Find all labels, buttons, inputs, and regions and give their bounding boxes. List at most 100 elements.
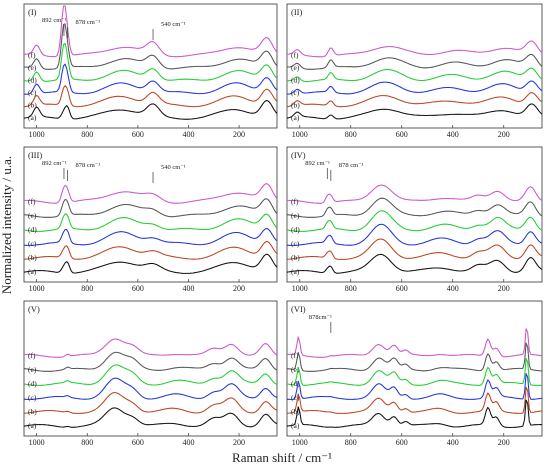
x-tick-label: 400 <box>182 130 194 139</box>
x-tick-label: 200 <box>233 438 245 447</box>
series-label: (d) <box>28 225 37 234</box>
spectrum-trace-c <box>23 63 278 95</box>
x-tick-label: 800 <box>345 284 357 293</box>
panel-frame <box>286 300 543 437</box>
panel-6: (VI) 1000 800 600 400 200 (f) (e) (d) (c) (b) (a) 87… <box>286 300 543 447</box>
x-tick-label: 600 <box>132 438 144 447</box>
series-label: (a) <box>28 267 37 276</box>
spectrum-trace-c <box>23 228 278 246</box>
x-tick-label: 400 <box>182 438 194 447</box>
series-label: (b) <box>28 253 37 262</box>
series-label: (b) <box>291 101 300 110</box>
series-label: (f) <box>28 51 36 60</box>
series-label: (a) <box>291 421 300 430</box>
series-label: (c) <box>291 88 300 97</box>
spectrum-trace-e <box>23 351 278 372</box>
spectrum-trace-a <box>286 103 543 120</box>
panel-4: (IV) 1000 800 600 400 200 (f) (e) (d) (c) (b) (a) 89… <box>286 146 543 293</box>
spectrum-trace-d <box>286 357 542 386</box>
spectrum-trace-d <box>23 42 278 82</box>
series-label: (c) <box>291 393 300 402</box>
peak-annotation: 540 cm⁻¹ <box>161 21 186 28</box>
x-tick-label: 1000 <box>292 130 308 139</box>
x-tick-label: 600 <box>132 130 144 139</box>
series-label: (a) <box>28 113 37 122</box>
x-tick-label: 600 <box>396 438 408 447</box>
x-tick-label: 1000 <box>29 284 45 293</box>
x-tick-label: 800 <box>81 284 93 293</box>
spectrum-trace-b <box>23 241 278 260</box>
peak-annotation: 878cm⁻¹ <box>309 314 332 321</box>
series-label: (c) <box>291 239 300 248</box>
spectrum-trace-c <box>23 377 278 400</box>
series-label: (b) <box>28 407 37 416</box>
series-label: (d) <box>291 379 300 388</box>
x-tick-label: 200 <box>498 130 510 139</box>
spectrum-trace-f <box>286 328 543 358</box>
spectrum-trace-b <box>286 238 543 260</box>
spectrum-trace-a <box>23 253 278 274</box>
spectrum-trace-a <box>286 399 543 429</box>
peak-annotation: 892 cm⁻¹ <box>42 160 67 167</box>
spectrum-trace-d <box>286 67 543 83</box>
x-tick-label: 400 <box>447 130 459 139</box>
spectrum-trace-e <box>23 23 278 70</box>
x-tick-label: 800 <box>81 438 93 447</box>
panel-1: (I) 1000 800 600 400 200 (f) (e) (d) (c) (b) (a) 892… <box>23 3 278 139</box>
x-tick-label: 200 <box>498 284 510 293</box>
series-label: (f) <box>291 51 299 60</box>
series-label: (a) <box>28 421 37 430</box>
spectrum-trace-d <box>23 213 278 232</box>
x-tick-label: 800 <box>81 130 93 139</box>
spectrum-trace-a <box>286 253 543 274</box>
spectrum-trace-b <box>23 392 278 414</box>
x-tick-label: 800 <box>345 438 357 447</box>
series-label: (d) <box>28 76 37 85</box>
x-tick-label: 600 <box>396 284 408 293</box>
series-label: (a) <box>291 267 300 276</box>
peak-annotation: 878 cm⁻¹ <box>76 162 101 169</box>
panel-label: (II) <box>291 7 302 17</box>
series-label: (e) <box>291 63 300 72</box>
x-tick-label: 1000 <box>292 438 308 447</box>
spectrum-trace-b <box>286 386 543 414</box>
series-label: (e) <box>291 211 300 220</box>
x-tick-label: 600 <box>396 130 408 139</box>
peak-annotation: 892 cm⁻¹ <box>42 17 67 24</box>
x-tick-label: 1000 <box>29 438 45 447</box>
x-tick-label: 800 <box>345 130 357 139</box>
spectrum-trace-f <box>23 183 278 204</box>
x-tick-label: 400 <box>182 284 194 293</box>
series-label: (f) <box>291 197 299 206</box>
panel-label: (I) <box>28 7 37 17</box>
x-tick-label: 1000 <box>292 284 308 293</box>
y-axis-label: Normalized intensity / u.a. <box>0 156 14 294</box>
panel-frame <box>286 146 543 283</box>
x-tick-label: 1000 <box>29 130 45 139</box>
panel-3: (III) 1000 800 600 400 200 (f) (e) (d) (c) (b) (a) 8… <box>23 146 278 293</box>
spectrum-trace-f <box>23 338 278 358</box>
spectrum-trace-b <box>286 92 543 108</box>
series-label: (f) <box>291 351 299 360</box>
series-label: (b) <box>291 407 300 416</box>
spectrum-trace-c <box>287 80 543 95</box>
panel-label: (III) <box>28 150 42 160</box>
series-label: (e) <box>28 211 37 220</box>
series-label: (e) <box>28 63 37 72</box>
x-axis-label: Raman shift / cm⁻¹ <box>232 450 332 465</box>
spectrum-trace-a <box>23 407 278 428</box>
series-label: (c) <box>28 393 37 402</box>
series-label: (b) <box>291 253 300 262</box>
series-label: (c) <box>28 88 37 97</box>
panels-group: (I) 1000 800 600 400 200 (f) (e) (d) (c) (b) (a) 892… <box>23 3 543 447</box>
panel-frame <box>23 300 278 437</box>
series-label: (a) <box>291 113 300 122</box>
x-tick-label: 600 <box>132 284 144 293</box>
series-label: (e) <box>28 365 37 374</box>
spectrum-trace-c <box>286 223 543 246</box>
panel-label: (IV) <box>291 150 306 160</box>
spectrum-trace-f <box>286 184 543 204</box>
series-label: (e) <box>291 365 300 374</box>
peak-annotation: 892 cm⁻¹ <box>305 160 330 167</box>
